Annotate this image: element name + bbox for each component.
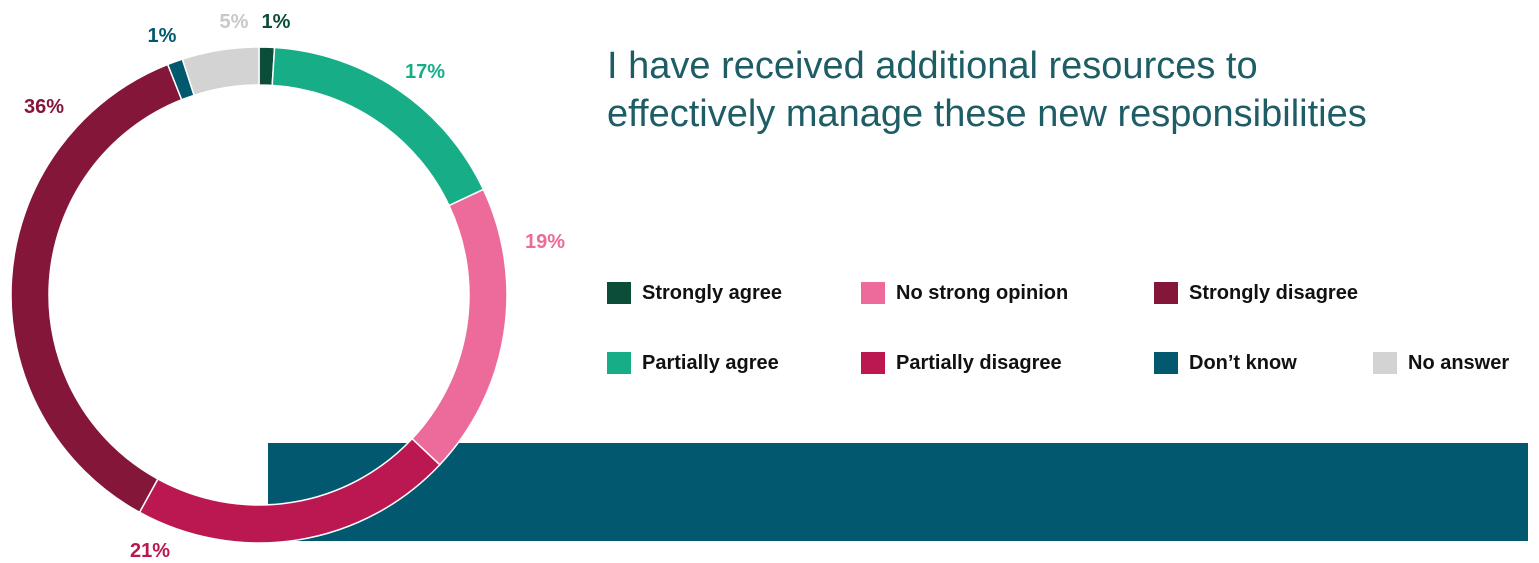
legend-label: No answer: [1408, 351, 1510, 374]
legend-label: Strongly disagree: [1189, 281, 1358, 304]
slice-value-label: 36%: [24, 96, 64, 118]
legend-swatch: [1154, 352, 1178, 374]
legend-item: Don’t know: [1154, 348, 1297, 378]
legend-label: Partially agree: [642, 351, 779, 374]
donut-slice-no-strong-opinion: [411, 188, 508, 466]
chart-title: I have received additional resources to …: [607, 45, 1367, 135]
decorative-band: [268, 443, 1528, 541]
legend-item: Partially disagree: [861, 348, 1062, 378]
legend-label: No strong opinion: [896, 281, 1069, 304]
legend-item: Strongly agree: [607, 278, 782, 308]
legend-item: No answer: [1373, 348, 1509, 378]
legend-item: No strong opinion: [861, 278, 1068, 308]
legend-label: Partially disagree: [896, 351, 1062, 374]
donut-chart: 1% 17% 21% 36% 1% 5%: [10, 11, 508, 562]
slice-value-label: 19%: [525, 231, 566, 253]
legend-swatch: [607, 282, 631, 304]
slice-value-label: 1%: [262, 11, 291, 33]
donut-slice-partially-disagree: [138, 437, 441, 544]
legend-item: Strongly disagree: [1154, 278, 1358, 308]
legend-label: Don’t know: [1189, 351, 1297, 374]
legend-swatch: [1373, 352, 1397, 374]
legend-item: Partially agree: [607, 348, 779, 378]
slice-value-label: 5%: [220, 11, 249, 33]
donut-slice-partially-agree: [271, 46, 485, 207]
donut-slice-strongly-disagree: [10, 63, 183, 514]
slice-value-label: 1%: [148, 25, 177, 47]
legend-swatch: [861, 282, 885, 304]
legend-swatch: [1154, 282, 1178, 304]
legend-label: Strongly agree: [642, 281, 783, 304]
legend-swatch: [861, 352, 885, 374]
slice-value-label: 21%: [130, 540, 170, 562]
slice-value-label: 17%: [405, 61, 445, 83]
legend-swatch: [607, 352, 631, 374]
donut-slice-no-answer: [181, 46, 260, 97]
